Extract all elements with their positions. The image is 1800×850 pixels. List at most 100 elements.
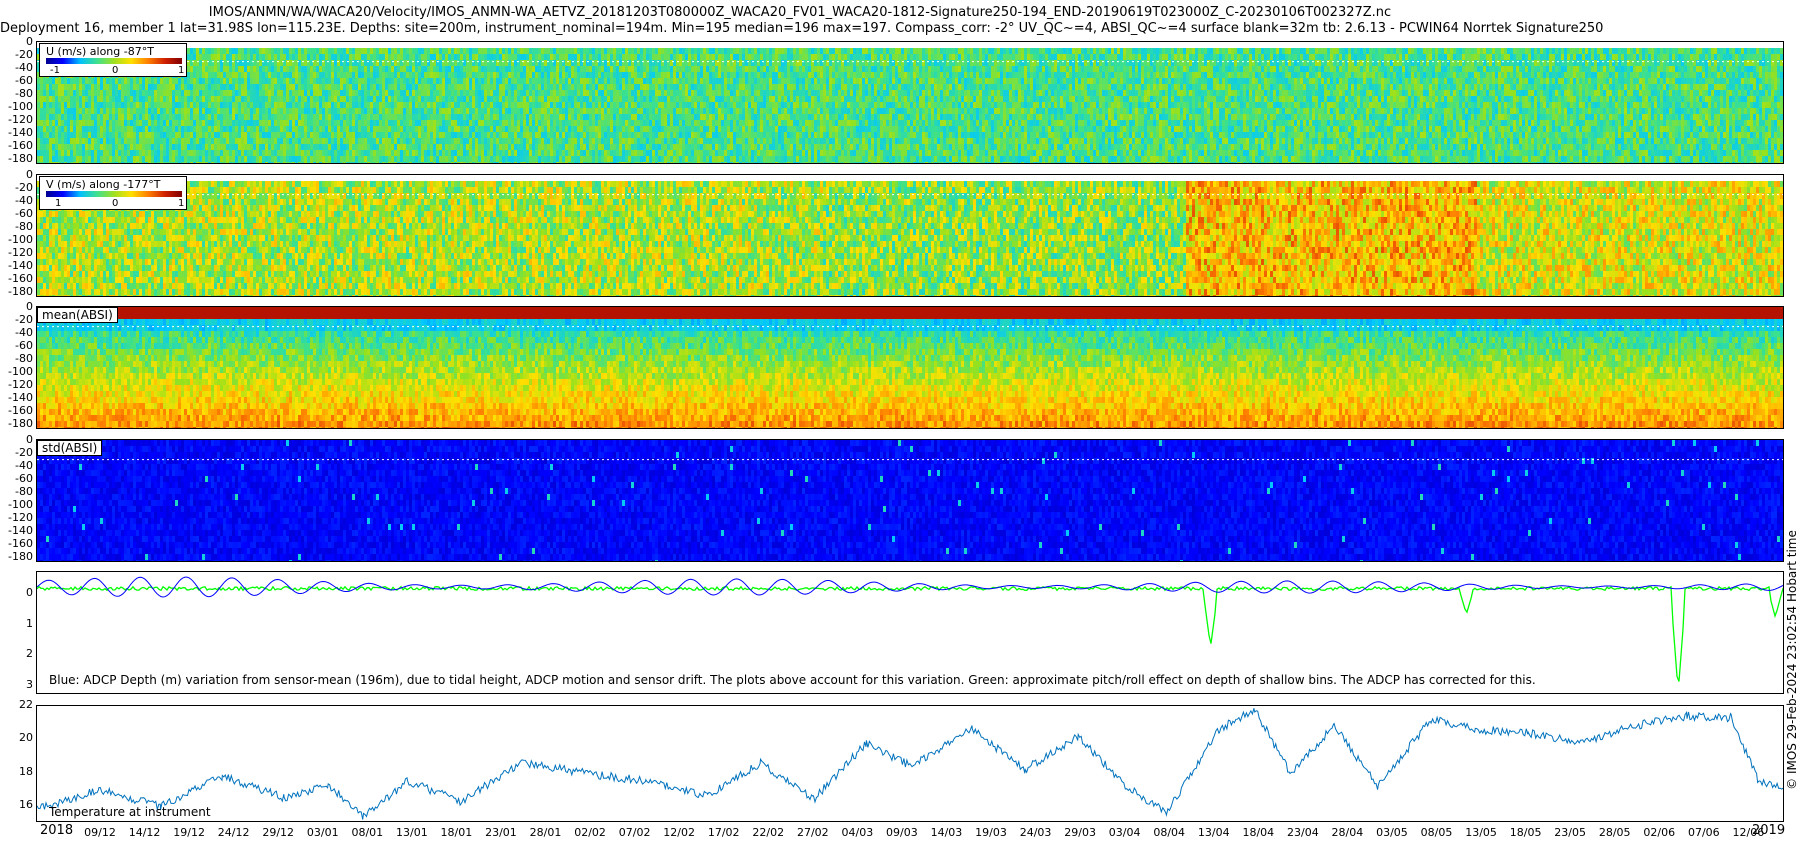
- heat-cell: [394, 96, 397, 102]
- heat-cell: [235, 54, 238, 60]
- heat-cell: [130, 156, 133, 162]
- heat-cell: [292, 138, 295, 144]
- heat-cell: [106, 156, 109, 162]
- heat-cell: [727, 108, 730, 114]
- heat-cell: [475, 102, 478, 108]
- heat-cell: [178, 96, 181, 102]
- heat-cell: [577, 162, 580, 163]
- heat-cell: [268, 84, 271, 90]
- heat-cell: [778, 126, 781, 132]
- heat-cell: [277, 156, 280, 162]
- heat-cell: [346, 72, 349, 78]
- heat-cell: [265, 126, 268, 132]
- heat-cell: [430, 78, 433, 84]
- heat-cell: [574, 72, 577, 78]
- heat-cell: [685, 150, 688, 156]
- heat-cell: [145, 156, 148, 162]
- heat-cell: [283, 90, 286, 96]
- heat-cell: [238, 132, 241, 138]
- heat-cell: [253, 120, 256, 126]
- heat-cell: [661, 72, 664, 78]
- heat-cell: [574, 108, 577, 114]
- heat-cell: [43, 144, 46, 150]
- heat-cell: [49, 102, 52, 108]
- heat-cell: [460, 126, 463, 132]
- heat-cell: [514, 84, 517, 90]
- heat-cell: [397, 102, 400, 108]
- heat-cell: [127, 138, 130, 144]
- heat-cell: [646, 96, 649, 102]
- heat-cell: [598, 84, 601, 90]
- heat-cell: [703, 162, 706, 163]
- heat-cell: [220, 66, 223, 72]
- heat-cell: [190, 108, 193, 114]
- heat-cell: [487, 144, 490, 150]
- heat-cell: [442, 138, 445, 144]
- heat-cell: [187, 162, 190, 163]
- heat-cell: [370, 60, 373, 66]
- heat-cell: [745, 48, 748, 54]
- heat-cell: [499, 156, 502, 162]
- heat-cell: [460, 120, 463, 126]
- heat-cell: [478, 96, 481, 102]
- heat-cell: [262, 84, 265, 90]
- heat-cell: [418, 54, 421, 60]
- heat-cell: [202, 144, 205, 150]
- heat-cell: [82, 84, 85, 90]
- heat-cell: [358, 132, 361, 138]
- heat-cell: [736, 48, 739, 54]
- heat-cell: [403, 102, 406, 108]
- heat-cell: [103, 144, 106, 150]
- heat-cell: [316, 90, 319, 96]
- heat-cell: [727, 48, 730, 54]
- heat-cell: [418, 90, 421, 96]
- heat-cell: [58, 102, 61, 108]
- heat-cell: [349, 54, 352, 60]
- heat-cell: [313, 66, 316, 72]
- heat-cell: [730, 162, 733, 163]
- heat-cell: [331, 102, 334, 108]
- heat-cell: [739, 114, 742, 120]
- heat-cell: [562, 162, 565, 163]
- heat-cell: [544, 120, 547, 126]
- heat-cell: [577, 96, 580, 102]
- heat-cell: [133, 84, 136, 90]
- heat-cell: [451, 150, 454, 156]
- heat-cell: [403, 72, 406, 78]
- heat-cell: [286, 96, 289, 102]
- heat-cell: [319, 108, 322, 114]
- heat-cell: [64, 102, 67, 108]
- heat-cell: [40, 84, 43, 90]
- heat-cell: [85, 96, 88, 102]
- heat-cell: [172, 90, 175, 96]
- heat-cell: [736, 102, 739, 108]
- heat-cell: [736, 150, 739, 156]
- heat-cell: [430, 108, 433, 114]
- heat-cell: [442, 78, 445, 84]
- heat-cell: [652, 54, 655, 60]
- heat-cell: [223, 78, 226, 84]
- heat-cell: [757, 66, 760, 72]
- heat-cell: [400, 156, 403, 162]
- heat-cell: [37, 90, 40, 96]
- heat-cell: [229, 90, 232, 96]
- heat-cell: [319, 150, 322, 156]
- heat-cell: [433, 150, 436, 156]
- heat-cell: [706, 60, 709, 66]
- heat-cell: [217, 84, 220, 90]
- heat-cell: [598, 114, 601, 120]
- heat-cell: [412, 78, 415, 84]
- heat-cell: [766, 84, 769, 90]
- heat-cell: [487, 120, 490, 126]
- heat-cell: [241, 72, 244, 78]
- heat-cell: [742, 78, 745, 84]
- heat-cell: [628, 114, 631, 120]
- heat-cell: [538, 138, 541, 144]
- heat-cell: [295, 96, 298, 102]
- heat-cell: [160, 90, 163, 96]
- heat-cell: [379, 144, 382, 150]
- heat-cell: [556, 120, 559, 126]
- heat-cell: [241, 84, 244, 90]
- heat-cell: [316, 120, 319, 126]
- heat-cell: [196, 54, 199, 60]
